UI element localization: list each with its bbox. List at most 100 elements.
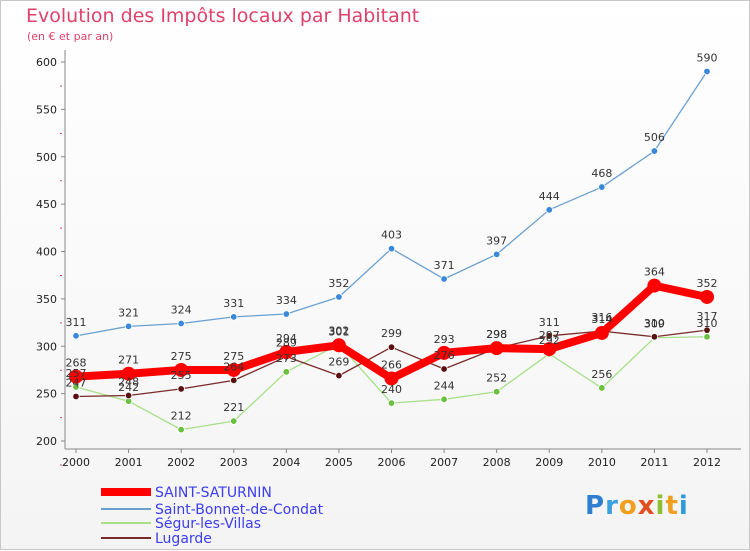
data-label: 212	[171, 410, 192, 423]
logo-letter: i	[678, 491, 689, 521]
data-point	[703, 67, 711, 76]
data-label: 310	[644, 317, 665, 330]
proxiti-logo: Proxiti	[585, 491, 689, 521]
data-label: 292	[539, 334, 560, 347]
data-point	[387, 399, 396, 407]
x-tick-label: 2012	[693, 456, 721, 469]
data-point	[124, 322, 133, 331]
data-label: 310	[697, 317, 718, 330]
data-label: 309	[644, 318, 665, 331]
x-tick-label: 2009	[535, 456, 563, 469]
data-point	[72, 332, 80, 340]
data-label: 403	[381, 229, 402, 242]
x-tick-label: 2004	[272, 456, 300, 469]
data-point	[489, 341, 504, 356]
data-point	[177, 385, 185, 393]
data-point	[124, 391, 133, 400]
data-label: 244	[434, 379, 455, 392]
legend-label: Ségur-les-Villas	[155, 516, 261, 532]
data-point	[700, 289, 714, 304]
data-point	[177, 319, 185, 328]
logo-letter: t	[665, 491, 679, 521]
data-label: 266	[381, 358, 402, 371]
data-label: 352	[697, 277, 718, 290]
data-point	[440, 365, 448, 373]
y-tick-label: 400	[36, 246, 57, 259]
data-label: 316	[591, 311, 612, 324]
logo-letter: r	[605, 491, 619, 521]
y-tick-label: 600	[36, 56, 57, 69]
legend-label: Lugarde	[155, 531, 212, 547]
data-point	[545, 332, 553, 340]
data-point	[545, 206, 553, 214]
data-label: 302	[328, 324, 349, 337]
data-label: 242	[118, 381, 139, 394]
y-tick-label: 350	[36, 293, 57, 306]
data-point	[598, 384, 606, 392]
data-label: 321	[118, 306, 139, 319]
data-point	[437, 345, 452, 360]
chart-legend: SAINT-SATURNINSaint-Bonnet-de-CondatSégu…	[101, 485, 324, 547]
data-point	[440, 275, 448, 283]
data-label: 397	[486, 234, 507, 247]
data-point	[598, 183, 606, 191]
data-label: 506	[644, 131, 665, 144]
data-label: 264	[223, 360, 244, 373]
logo-letter: o	[618, 491, 638, 521]
data-point	[69, 369, 83, 384]
y-tick-label: 500	[36, 151, 57, 164]
data-point	[226, 362, 241, 377]
y-tick-label: 200	[36, 435, 57, 448]
x-tick-label: 2007	[430, 456, 458, 469]
data-label: 289	[276, 337, 297, 350]
legend-label: Saint-Bonnet-de-Condat	[155, 502, 324, 518]
data-label: 247	[66, 376, 87, 389]
data-point	[282, 310, 291, 318]
data-point	[72, 383, 80, 391]
data-label: 590	[697, 51, 718, 64]
data-point	[492, 388, 501, 396]
data-label: 301	[328, 325, 349, 338]
data-point	[230, 417, 238, 425]
data-point	[703, 333, 711, 341]
data-label: 273	[276, 352, 297, 365]
data-point	[440, 395, 448, 404]
data-label: 294	[276, 332, 297, 345]
data-point	[703, 326, 711, 334]
data-label: 299	[381, 327, 402, 340]
data-label: 311	[66, 316, 87, 329]
data-label: 275	[171, 350, 192, 363]
data-label: 334	[276, 294, 297, 307]
data-point	[230, 376, 238, 385]
data-label: 468	[591, 167, 612, 180]
data-point	[335, 371, 343, 380]
data-point	[492, 250, 501, 259]
data-label: 314	[591, 313, 612, 326]
series-line-1	[75, 70, 708, 337]
data-point	[384, 371, 399, 386]
data-label: 324	[171, 304, 192, 317]
data-label: 275	[223, 350, 244, 363]
data-label: 371	[434, 259, 455, 272]
data-point	[335, 293, 343, 301]
data-point	[174, 362, 189, 377]
data-label: 298	[486, 328, 507, 341]
x-tick-label: 2001	[115, 456, 143, 469]
data-label: 317	[697, 310, 718, 323]
x-tick-label: 2005	[325, 456, 353, 469]
legend-label: SAINT-SATURNIN	[155, 485, 272, 501]
data-label: 221	[223, 401, 244, 414]
y-tick-label: 450	[36, 198, 57, 211]
y-tick-label: 300	[36, 340, 57, 353]
data-point	[650, 333, 659, 341]
data-point	[177, 425, 185, 434]
x-tick-label: 2010	[588, 456, 616, 469]
data-point	[647, 278, 662, 293]
x-tick-label: 2008	[483, 456, 511, 469]
data-point	[387, 244, 396, 253]
data-point	[650, 147, 659, 155]
data-point	[331, 338, 346, 353]
data-point	[72, 392, 80, 401]
